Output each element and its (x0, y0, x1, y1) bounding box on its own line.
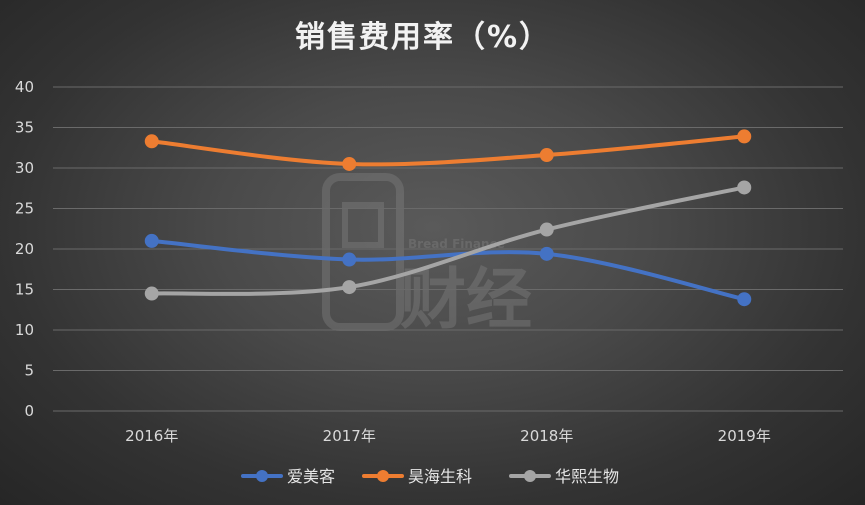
y-tick-label: 30 (15, 159, 34, 177)
legend-item: 华熙生物 (509, 467, 619, 486)
y-tick-label: 20 (15, 240, 34, 258)
legend-marker (524, 470, 536, 482)
data-point (539, 148, 554, 163)
y-axis-ticks: 0 5 10 15 20 25 30 35 40 (15, 78, 34, 420)
series-3 (144, 180, 752, 301)
data-point (144, 286, 159, 301)
series-lines (144, 129, 752, 307)
data-point (737, 129, 752, 144)
y-tick-label: 10 (15, 321, 34, 339)
watermark-logo: 财经 Bread Finance (322, 173, 532, 338)
series-line (149, 134, 747, 167)
y-tick-label: 5 (24, 362, 34, 380)
x-tick-label: 2016年 (125, 427, 178, 445)
chart-title: 销售费用率（%） (295, 20, 551, 55)
watermark-main-text: 财经 (400, 261, 532, 338)
data-point (342, 280, 357, 295)
x-tick-label: 2019年 (718, 427, 771, 445)
data-point (342, 156, 357, 171)
series-2 (144, 129, 752, 171)
legend: 爱美客 昊海生科 华熙生物 (241, 467, 619, 486)
data-point (539, 246, 554, 261)
y-tick-label: 0 (24, 402, 34, 420)
data-point (144, 134, 159, 149)
data-point (539, 222, 554, 237)
y-tick-label: 40 (15, 78, 34, 96)
legend-item: 昊海生科 (362, 467, 472, 486)
y-tick-label: 25 (15, 200, 34, 218)
series-1 (144, 233, 752, 307)
series-line (149, 238, 747, 302)
y-tick-label: 35 (15, 119, 34, 137)
data-point (737, 292, 752, 307)
legend-label: 华熙生物 (555, 467, 619, 486)
data-point (342, 252, 357, 267)
x-axis-ticks: 2016年 2017年 2018年 2019年 (125, 427, 771, 445)
legend-label: 爱美客 (287, 467, 335, 486)
series-line (149, 185, 747, 296)
y-tick-label: 15 (15, 281, 34, 299)
watermark-sub-text: Bread Finance (408, 237, 505, 251)
x-tick-label: 2017年 (323, 427, 376, 445)
data-point (144, 233, 159, 248)
x-tick-label: 2018年 (520, 427, 573, 445)
legend-marker (256, 470, 268, 482)
data-point (737, 180, 752, 195)
legend-item: 爱美客 (241, 467, 335, 486)
legend-label: 昊海生科 (408, 467, 472, 486)
legend-marker (377, 470, 389, 482)
gridlines (53, 86, 843, 412)
